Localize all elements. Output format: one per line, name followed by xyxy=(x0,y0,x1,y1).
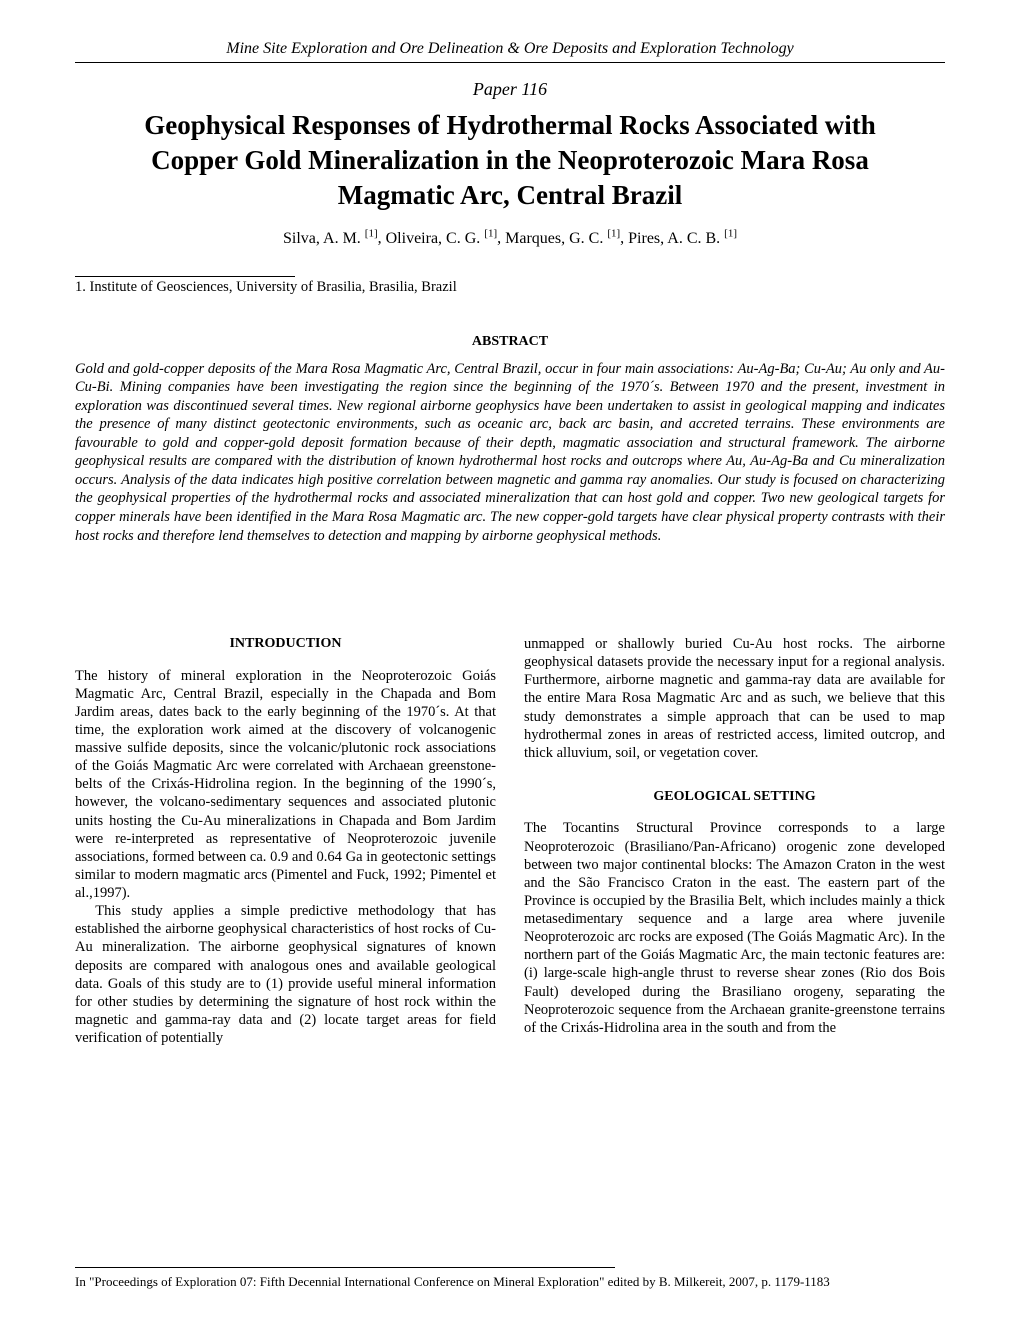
paper-number: Paper 116 xyxy=(75,79,945,100)
abstract-heading: ABSTRACT xyxy=(75,334,945,350)
page-footer: In "Proceedings of Exploration 07: Fifth… xyxy=(75,1267,945,1290)
affiliation: 1. Institute of Geosciences, University … xyxy=(75,279,945,296)
footer-rule xyxy=(75,1267,615,1268)
affiliation-rule xyxy=(75,276,295,277)
intro-paragraph-2: This study applies a simple predictive m… xyxy=(75,902,496,1047)
intro-paragraph-1: The history of mineral exploration in th… xyxy=(75,667,496,903)
author-1: Silva, A. M. [1] xyxy=(283,230,378,247)
column-right: unmapped or shallowly buried Cu-Au host … xyxy=(524,635,945,1047)
geo-paragraph-1: The Tocantins Structural Province corres… xyxy=(524,819,945,1037)
running-header: Mine Site Exploration and Ore Delineatio… xyxy=(75,40,945,62)
author-4: Pires, A. C. B. [1] xyxy=(628,230,737,247)
intro-paragraph-2-continued: unmapped or shallowly buried Cu-Au host … xyxy=(524,635,945,762)
paper-title: Geophysical Responses of Hydrothermal Ro… xyxy=(105,108,915,213)
author-2: Oliveira, C. G. [1] xyxy=(386,230,497,247)
body-columns: INTRODUCTION The history of mineral expl… xyxy=(75,635,945,1047)
introduction-heading: INTRODUCTION xyxy=(75,635,496,653)
author-3: Marques, G. C. [1] xyxy=(505,230,620,247)
column-left: INTRODUCTION The history of mineral expl… xyxy=(75,635,496,1047)
footer-citation: In "Proceedings of Exploration 07: Fifth… xyxy=(75,1274,945,1290)
authors-line: Silva, A. M. [1], Oliveira, C. G. [1], M… xyxy=(75,227,945,247)
geological-setting-heading: GEOLOGICAL SETTING xyxy=(524,788,945,806)
abstract-body: Gold and gold-copper deposits of the Mar… xyxy=(75,360,945,545)
header-rule xyxy=(75,62,945,63)
